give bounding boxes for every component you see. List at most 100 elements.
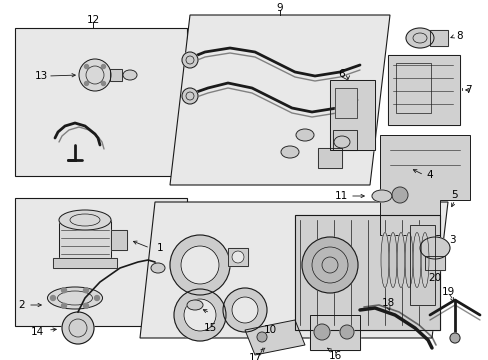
Bar	[59, 220, 111, 258]
Bar	[424, 256, 444, 270]
Text: 20: 20	[427, 273, 441, 283]
Bar	[53, 258, 117, 268]
Bar	[110, 69, 122, 81]
Text: 9: 9	[276, 3, 283, 13]
Circle shape	[102, 64, 105, 68]
Bar	[429, 30, 447, 46]
Text: 12: 12	[86, 15, 100, 25]
Bar	[110, 69, 122, 81]
Circle shape	[83, 303, 88, 308]
Bar	[294, 215, 439, 330]
Bar	[15, 198, 186, 326]
Polygon shape	[140, 202, 447, 338]
Circle shape	[62, 312, 94, 344]
Bar	[332, 130, 356, 150]
Text: 15: 15	[203, 323, 216, 333]
Circle shape	[50, 296, 55, 301]
Bar	[317, 148, 341, 168]
Circle shape	[79, 59, 111, 91]
Circle shape	[313, 324, 329, 340]
Circle shape	[84, 81, 88, 85]
Ellipse shape	[59, 210, 111, 230]
Bar	[309, 315, 359, 350]
Bar	[334, 88, 356, 118]
Ellipse shape	[419, 237, 449, 259]
Ellipse shape	[404, 233, 412, 288]
Ellipse shape	[295, 129, 313, 141]
Text: 13: 13	[35, 71, 48, 81]
Circle shape	[223, 288, 266, 332]
Bar	[332, 130, 356, 150]
Text: 4: 4	[426, 170, 432, 180]
Bar	[15, 28, 186, 176]
Text: 19: 19	[441, 287, 454, 297]
Text: 14: 14	[30, 327, 43, 337]
Circle shape	[182, 52, 198, 68]
Bar	[334, 88, 356, 118]
Bar	[429, 30, 447, 46]
Circle shape	[174, 289, 225, 341]
Circle shape	[94, 296, 99, 301]
Circle shape	[257, 332, 266, 342]
Bar	[227, 248, 247, 266]
Circle shape	[84, 64, 88, 68]
Text: 10: 10	[263, 325, 276, 335]
Bar	[409, 225, 434, 305]
Text: 1: 1	[156, 243, 163, 253]
Ellipse shape	[281, 146, 298, 158]
Circle shape	[231, 251, 244, 263]
Ellipse shape	[47, 287, 102, 309]
Ellipse shape	[151, 263, 164, 273]
Bar	[111, 230, 127, 250]
Ellipse shape	[396, 233, 404, 288]
Polygon shape	[244, 320, 305, 355]
Text: 5: 5	[451, 190, 457, 200]
Bar	[317, 148, 341, 168]
Circle shape	[170, 235, 229, 295]
Ellipse shape	[186, 300, 203, 310]
Bar	[395, 63, 430, 113]
Ellipse shape	[388, 233, 396, 288]
Circle shape	[391, 187, 407, 203]
Bar	[294, 215, 439, 330]
Ellipse shape	[333, 136, 349, 148]
Circle shape	[181, 246, 219, 284]
Circle shape	[183, 299, 216, 331]
Bar	[387, 55, 459, 125]
Text: 18: 18	[381, 298, 394, 308]
Ellipse shape	[405, 28, 433, 48]
Polygon shape	[170, 15, 389, 185]
Ellipse shape	[412, 233, 420, 288]
Text: 6: 6	[338, 69, 345, 79]
Circle shape	[61, 288, 66, 293]
Circle shape	[339, 325, 353, 339]
Bar	[409, 225, 434, 305]
Circle shape	[83, 288, 88, 293]
Text: 8: 8	[456, 31, 462, 41]
Bar	[53, 258, 117, 268]
Circle shape	[182, 88, 198, 104]
Bar	[329, 80, 374, 150]
Polygon shape	[379, 135, 469, 235]
Bar	[111, 230, 127, 250]
Text: 17: 17	[248, 353, 261, 360]
Circle shape	[449, 333, 459, 343]
Ellipse shape	[371, 190, 391, 202]
Text: 11: 11	[334, 191, 347, 201]
Bar	[309, 315, 359, 350]
Bar	[387, 55, 459, 125]
Text: 16: 16	[328, 351, 341, 360]
Ellipse shape	[380, 233, 388, 288]
Text: 3: 3	[448, 235, 454, 245]
Bar	[227, 248, 247, 266]
Circle shape	[102, 81, 105, 85]
Text: 7: 7	[464, 85, 470, 95]
Bar	[329, 80, 374, 150]
Ellipse shape	[420, 233, 428, 288]
Ellipse shape	[123, 70, 137, 80]
Circle shape	[302, 237, 357, 293]
Text: 2: 2	[19, 300, 25, 310]
Bar	[424, 256, 444, 270]
Circle shape	[231, 297, 258, 323]
Circle shape	[61, 303, 66, 308]
